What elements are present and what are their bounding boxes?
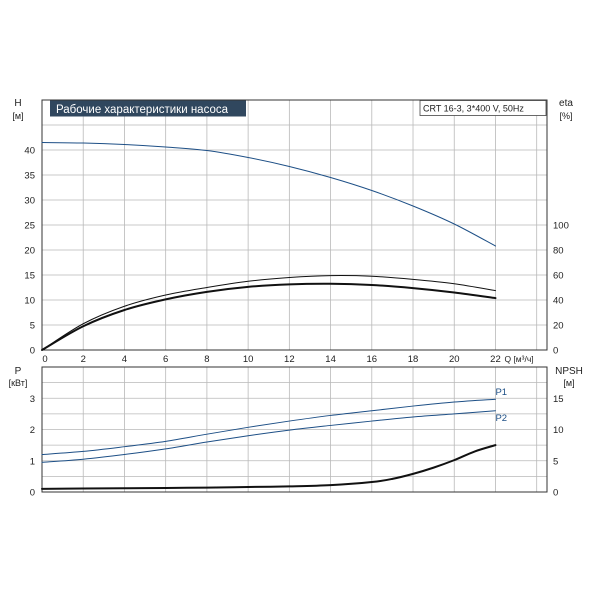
y-axis-label-head: H — [14, 98, 21, 109]
series-label-p2: P2 — [495, 413, 507, 424]
x-tick-label: 10 — [243, 354, 254, 365]
x-tick-label: 4 — [122, 354, 127, 365]
model-label: CRT 16-3, 3*400 V, 50Hz — [423, 104, 524, 114]
efficiency-curve-line-bold — [41, 282, 497, 351]
chart-title: Рабочие характеристики насоса — [56, 104, 229, 116]
x-tick-label: 16 — [367, 354, 378, 365]
y-tick-label-head: 5 — [30, 321, 35, 332]
x-axis-label: Q [м³/ч] — [504, 354, 533, 364]
power-p2-curve-line — [41, 410, 496, 463]
x-tick-label: 20 — [449, 354, 460, 365]
y-tick-label-power: 0 — [30, 488, 35, 499]
y-tick-label-head: 15 — [24, 271, 35, 282]
y-tick-label-npsh: 5 — [553, 456, 558, 467]
y-tick-label-power: 1 — [30, 456, 35, 467]
y-axis-unit-eta: [%] — [559, 111, 572, 121]
x-tick-label: 12 — [284, 354, 295, 365]
y-tick-label-npsh: 15 — [553, 394, 564, 405]
plot-frame-top — [41, 99, 548, 351]
y-tick-label-head: 40 — [24, 146, 35, 157]
head-curve-line — [41, 142, 496, 247]
x-tick-label: 14 — [325, 354, 336, 365]
y-tick-label-head: 35 — [24, 171, 35, 182]
y-tick-label-head: 25 — [24, 221, 35, 232]
y-tick-label-eta: 60 — [553, 271, 564, 282]
y-axis-unit-npsh: [м] — [563, 378, 574, 388]
y-tick-label-eta: 80 — [553, 246, 564, 257]
y-tick-label-head: 10 — [24, 296, 35, 307]
plot-frame-bottom — [41, 366, 548, 493]
y-axis-label-power: P — [15, 366, 22, 377]
npsh-curve-line — [41, 444, 497, 490]
y-tick-label-eta: 100 — [553, 221, 569, 232]
y-tick-label-power: 3 — [30, 394, 35, 405]
y-tick-label-head: 0 — [30, 346, 35, 357]
x-tick-label: 6 — [163, 354, 168, 365]
y-tick-label-npsh: 10 — [553, 425, 564, 436]
y-axis-unit-head: [м] — [12, 111, 23, 121]
y-tick-label-eta: 40 — [553, 296, 564, 307]
y-axis-label-eta: eta — [559, 98, 573, 109]
efficiency-curve-line-thin — [41, 275, 496, 351]
y-axis-label-npsh: NPSH — [555, 366, 583, 377]
y-tick-label-power: 2 — [30, 425, 35, 436]
chart-title-box — [50, 100, 246, 117]
x-tick-label: 22 — [490, 354, 501, 365]
y-tick-label-npsh: 0 — [553, 488, 558, 499]
y-axis-unit-power: [кВт] — [9, 378, 28, 388]
x-tick-label: 18 — [408, 354, 419, 365]
y-tick-label-eta: 20 — [553, 321, 564, 332]
x-tick-label: 8 — [204, 354, 209, 365]
x-tick-label: 0 — [42, 354, 47, 365]
series-label-p1: P1 — [495, 387, 507, 398]
x-tick-label: 2 — [81, 354, 86, 365]
power-p1-curve-line — [41, 398, 496, 455]
y-tick-label-head: 30 — [24, 196, 35, 207]
y-tick-label-head: 20 — [24, 246, 35, 257]
model-label-box — [419, 100, 547, 116]
y-tick-label-eta: 0 — [553, 346, 558, 357]
